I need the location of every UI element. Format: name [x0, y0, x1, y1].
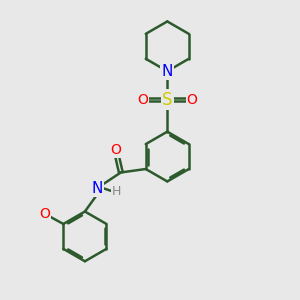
Text: O: O	[187, 92, 198, 106]
Text: O: O	[137, 92, 148, 106]
Text: O: O	[110, 143, 121, 157]
Text: N: N	[92, 181, 103, 196]
Text: H: H	[112, 185, 121, 198]
Text: N: N	[162, 64, 173, 79]
Text: S: S	[162, 91, 172, 109]
Text: O: O	[39, 207, 50, 220]
